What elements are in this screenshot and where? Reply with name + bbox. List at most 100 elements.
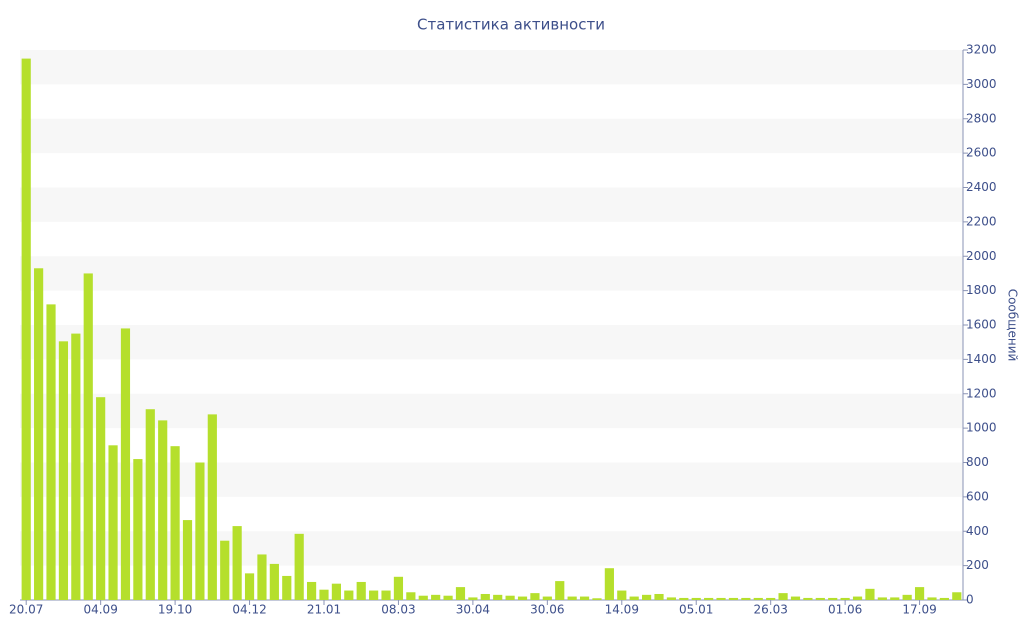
y-tick-label: 1200	[966, 386, 997, 400]
bar	[96, 397, 106, 600]
bar	[890, 597, 900, 600]
bar	[642, 594, 652, 600]
bar	[517, 596, 528, 600]
y-tick-label: 3200	[966, 43, 997, 57]
bar	[418, 595, 428, 600]
bar	[294, 533, 304, 600]
bar	[207, 414, 217, 600]
x-tick-label: 21.01	[307, 603, 341, 617]
bar	[21, 58, 31, 600]
bar	[381, 590, 391, 600]
grid-band	[20, 187, 963, 222]
grid-band	[20, 118, 963, 154]
bar	[34, 268, 44, 600]
bar	[865, 588, 875, 600]
bar	[914, 587, 925, 600]
y-axis-label: Сообщений	[1006, 289, 1020, 362]
bar	[493, 594, 503, 600]
x-tick-label: 26.03	[753, 603, 787, 617]
y-tick-label: 2600	[966, 146, 997, 160]
bar	[257, 554, 267, 600]
grid-band	[20, 50, 963, 85]
bar	[654, 593, 664, 600]
grid-band	[20, 325, 963, 360]
y-tick-label: 800	[966, 455, 989, 469]
x-tick-label: 04.12	[232, 603, 266, 617]
bar	[728, 597, 739, 600]
x-tick-label: 19.10	[158, 603, 192, 617]
bar	[145, 409, 155, 600]
chart-title: Статистика активности	[417, 16, 605, 34]
bar	[319, 589, 329, 600]
bar	[71, 333, 81, 600]
bar	[952, 592, 962, 600]
bar	[46, 304, 56, 600]
bar	[666, 597, 677, 600]
bar	[679, 597, 689, 600]
bar	[617, 590, 627, 600]
x-tick-label: 30.06	[530, 603, 564, 617]
bar	[704, 597, 714, 600]
bar	[158, 420, 168, 600]
bar	[691, 597, 701, 600]
y-tick-label: 1400	[966, 352, 997, 366]
bar	[753, 597, 763, 600]
bar	[431, 594, 441, 600]
bar	[406, 592, 416, 600]
x-tick-label: 17.09	[902, 603, 936, 617]
x-tick-label: 20.07	[9, 603, 43, 617]
x-tick-label: 01.06	[828, 603, 862, 617]
bar	[344, 590, 354, 600]
bar	[555, 581, 565, 600]
bar	[120, 328, 131, 600]
x-tick-label: 05.01	[679, 603, 713, 617]
x-tick-label: 30.04	[456, 603, 490, 617]
bar	[803, 597, 813, 600]
bar	[505, 595, 515, 600]
bar	[542, 596, 552, 600]
x-tick-label: 04.09	[83, 603, 117, 617]
y-tick-label: 1800	[966, 283, 997, 297]
bar	[604, 568, 614, 600]
bar	[815, 597, 825, 600]
bar	[766, 597, 776, 600]
bar	[716, 597, 726, 600]
bar	[592, 598, 602, 600]
grid-band	[20, 393, 963, 429]
bar	[244, 573, 255, 600]
y-tick-label: 2800	[966, 111, 997, 125]
bar	[282, 575, 292, 600]
bar	[306, 581, 317, 600]
bar	[356, 581, 366, 600]
grid-band	[20, 256, 963, 291]
bar	[331, 583, 341, 600]
bar	[83, 273, 93, 600]
y-tick-label: 0	[966, 593, 974, 607]
bar	[269, 563, 279, 600]
bar	[195, 462, 205, 600]
y-tick-label: 600	[966, 489, 989, 503]
bar	[393, 576, 404, 600]
bar	[852, 596, 863, 600]
bar	[939, 597, 949, 600]
bar	[877, 597, 887, 600]
bar	[480, 593, 490, 600]
bar	[108, 445, 118, 600]
bar	[443, 595, 453, 600]
y-tick-label: 200	[966, 558, 989, 572]
bar	[468, 597, 478, 600]
y-tick-label: 1000	[966, 421, 997, 435]
y-tick-label: 3000	[966, 77, 997, 91]
y-tick-label: 2000	[966, 249, 997, 263]
bar	[579, 596, 590, 600]
bar	[369, 590, 379, 600]
bar	[778, 593, 788, 600]
bar	[927, 597, 937, 600]
bar	[629, 596, 639, 600]
bar	[840, 597, 850, 600]
bar	[232, 526, 242, 600]
y-tick-label: 1600	[966, 318, 997, 332]
bar	[790, 596, 801, 600]
bar	[530, 593, 540, 600]
